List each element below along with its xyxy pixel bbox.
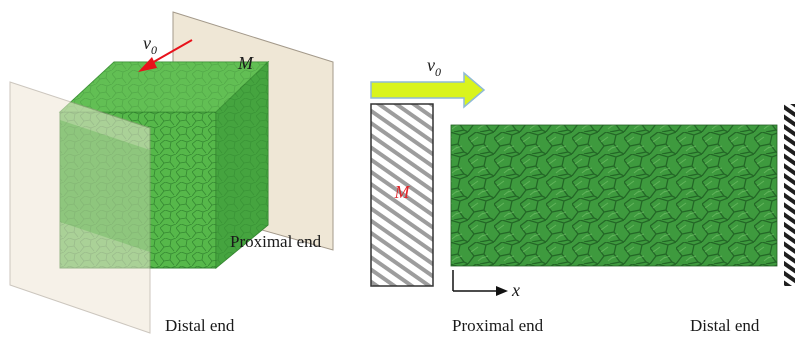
left-panel: v0 M Proximal end Distal end bbox=[9, 11, 334, 335]
mass-label-right: M bbox=[394, 182, 411, 202]
specimen-2d bbox=[451, 125, 777, 266]
x-axis-label: x bbox=[511, 280, 520, 300]
distal-end-label-right: Distal end bbox=[690, 316, 760, 335]
front-plate bbox=[9, 81, 151, 334]
velocity-label-right: v0 bbox=[427, 55, 441, 79]
right-panel: v0 M x Proximal end Distal end bbox=[370, 55, 795, 335]
x-axis-arrow bbox=[452, 270, 508, 296]
velocity-arrow-right bbox=[370, 71, 486, 109]
proximal-end-label-right: Proximal end bbox=[452, 316, 544, 335]
proximal-end-label-left: Proximal end bbox=[230, 232, 322, 251]
velocity-label-left: v0 bbox=[143, 33, 157, 57]
mass-label-left: M bbox=[237, 53, 254, 73]
mass-block bbox=[370, 103, 434, 287]
velocity-arrow-left bbox=[138, 39, 193, 72]
distal-wall bbox=[784, 104, 795, 286]
distal-end-label-left: Distal end bbox=[165, 316, 235, 335]
